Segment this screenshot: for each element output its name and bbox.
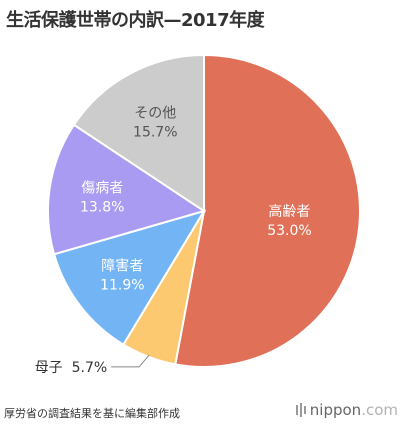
slice-value-1: 53.0% [267, 223, 311, 239]
slice-label-3: 障害者 [101, 259, 143, 275]
slice-label-4: 傷病者 [81, 180, 123, 196]
source-note: 厚労省の調査結果を基に編集部作成 [4, 407, 180, 420]
pie-slice-4 [47, 123, 207, 256]
slice-label-outside-2: 母子 5.7% [35, 360, 107, 376]
brand-suffix: .com [361, 401, 398, 419]
pie-chart: 高齢者 53.0% 母子 5.7% 障害者 11.9% 傷病者 13.8% その他 15.7% [35, 53, 361, 376]
slice-value-3: 11.9% [100, 278, 144, 294]
brand-logo: nippon.com [295, 401, 398, 419]
leader-line-2 [111, 354, 150, 368]
slice-label-1: 高齢者 [268, 203, 310, 220]
brand-name: nippon [309, 401, 362, 419]
pie-slice-1 [174, 53, 361, 368]
slice-value-4: 13.8% [80, 199, 124, 215]
brand-mark-icon [295, 403, 306, 417]
slice-value-5: 15.7% [133, 124, 177, 140]
pie-slice-5 [72, 53, 205, 213]
slice-label-5: その他 [134, 105, 176, 121]
chart-title: 生活保護世帯の内訳—2017年度 [6, 10, 265, 31]
